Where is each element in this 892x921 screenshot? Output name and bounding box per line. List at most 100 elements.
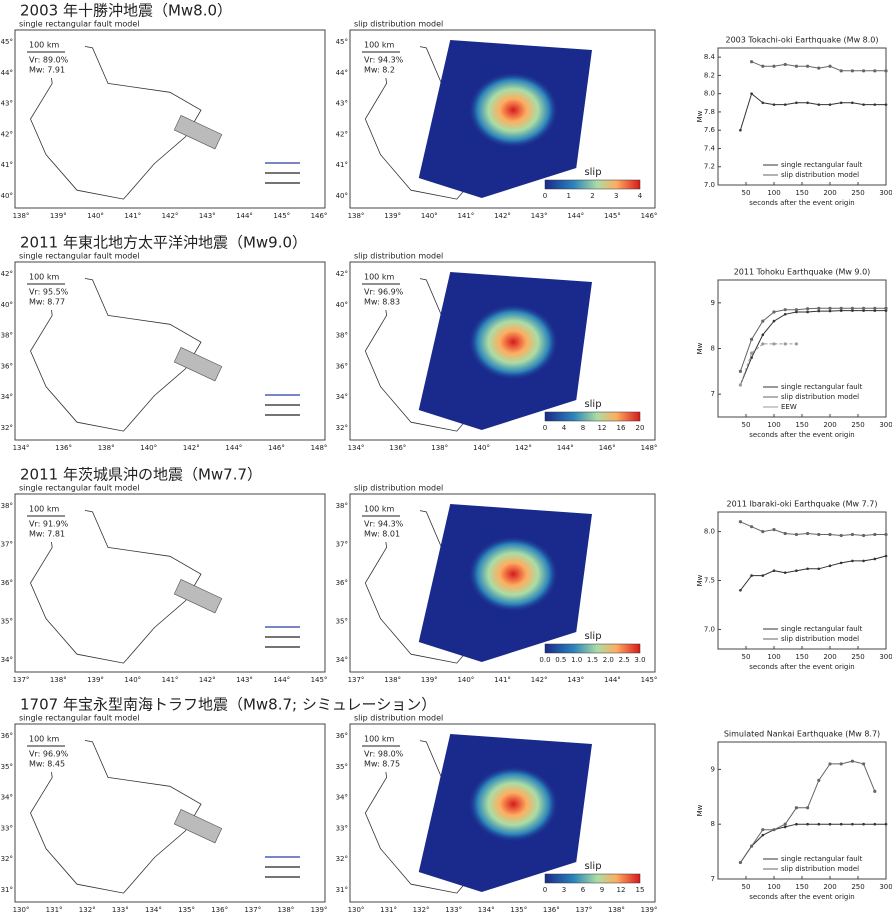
lat-label: 34° <box>1 656 13 664</box>
lat-label: 43° <box>336 100 348 108</box>
x-tick-label: 250 <box>851 883 864 891</box>
colorbar-tick: 6 <box>581 886 586 894</box>
lon-label: 131° <box>380 906 397 914</box>
fault-plane <box>173 579 223 614</box>
lon-label: 138° <box>348 212 365 220</box>
lon-label: 142° <box>494 212 511 220</box>
data-point <box>750 574 753 577</box>
data-point <box>806 822 809 826</box>
x-tick-label: 200 <box>823 421 836 429</box>
scale-label: 100 km <box>29 735 59 744</box>
data-point <box>806 806 810 810</box>
data-point <box>884 309 888 312</box>
lat-label: 31° <box>1 886 13 894</box>
y-tick-label: 8.4 <box>704 53 716 61</box>
y-axis-label: Mw <box>696 110 704 122</box>
moment-magnitude: Mw: 8.2 <box>364 66 395 75</box>
x-tick-label: 300 <box>879 883 892 891</box>
colorbar <box>544 873 641 884</box>
slip-peak <box>468 304 559 381</box>
row-title: 2003 年十勝沖地震（Mw8.0） <box>20 2 232 20</box>
data-point <box>828 103 832 106</box>
data-point <box>873 789 877 793</box>
data-point <box>806 101 809 105</box>
lon-label: 132° <box>79 906 96 914</box>
fault-plane <box>173 115 223 150</box>
y-tick-label: 7.0 <box>704 181 715 189</box>
data-point <box>806 531 810 536</box>
data-point <box>873 532 877 537</box>
data-point <box>772 828 776 832</box>
lat-label: 34° <box>336 794 348 802</box>
lat-label: 38° <box>336 502 348 510</box>
fault-plane <box>173 809 223 844</box>
lon-label: 135° <box>510 906 527 914</box>
lat-label: 44° <box>336 69 348 77</box>
x-tick-label: 200 <box>823 653 836 661</box>
lon-label: 134° <box>348 444 365 452</box>
lon-label: 137° <box>575 906 592 914</box>
lat-label: 33° <box>1 824 13 832</box>
x-tick-label: 300 <box>879 189 892 197</box>
data-point <box>761 529 765 534</box>
lon-label: 130° <box>348 906 365 914</box>
data-point <box>839 69 843 73</box>
legend-label: single rectangular fault <box>781 161 863 169</box>
panel-label: slip distribution model <box>354 252 443 261</box>
coastline <box>30 270 202 432</box>
colorbar-tick: 3 <box>562 886 566 894</box>
scale-label: 100 km <box>364 505 394 514</box>
variance-reduction: Vr: 98.0% <box>364 750 404 759</box>
data-point <box>839 762 843 766</box>
data-point <box>738 520 743 524</box>
y-tick-label: 8.2 <box>704 71 715 79</box>
lon-label: 145° <box>641 676 658 684</box>
colorbar-tick: 15 <box>636 886 645 894</box>
info-box <box>360 732 420 772</box>
y-tick-label: 7.0 <box>704 625 715 633</box>
lon-label: 144° <box>567 212 584 220</box>
lat-label: 38° <box>336 332 348 340</box>
lon-label: 130° <box>13 906 30 914</box>
lon-label: 134° <box>478 906 495 914</box>
lon-label: 139° <box>421 676 438 684</box>
moment-magnitude: Mw: 7.91 <box>29 66 65 75</box>
x-tick-label: 250 <box>851 421 864 429</box>
colorbar-tick: 12 <box>617 886 626 894</box>
lat-label: 42° <box>336 270 348 278</box>
data-point <box>761 574 765 577</box>
lat-label: 35° <box>336 618 348 626</box>
lon-label: 134° <box>13 444 30 452</box>
y-tick-label: 8.0 <box>704 90 715 98</box>
data-point <box>738 369 743 373</box>
lat-label: 35° <box>1 618 13 626</box>
info-box <box>360 502 420 542</box>
lon-label: 142° <box>531 676 548 684</box>
data-point <box>806 310 809 314</box>
series-line <box>739 92 886 131</box>
lon-label: 144° <box>225 444 242 452</box>
legend-label: slip distribution model <box>781 635 859 643</box>
data-point <box>851 559 854 563</box>
data-point <box>884 532 888 537</box>
colorbar-tick: 4 <box>638 192 643 200</box>
lon-label: 144° <box>273 676 290 684</box>
data-point <box>761 319 765 323</box>
data-point <box>884 822 888 826</box>
x-tick-label: 250 <box>851 653 864 661</box>
lon-label: 143° <box>199 212 216 220</box>
data-point <box>761 64 765 68</box>
data-point <box>761 828 765 832</box>
data-point <box>873 69 877 73</box>
colorbar <box>544 179 641 190</box>
data-point <box>750 92 753 95</box>
data-point <box>862 69 866 73</box>
lat-label: 36° <box>1 362 13 370</box>
lon-label: 140° <box>421 212 438 220</box>
legend-label: single rectangular fault <box>781 855 863 863</box>
fault-plane <box>173 347 223 382</box>
slip-peak <box>468 72 559 149</box>
data-point <box>783 342 787 346</box>
lon-label: 144° <box>604 676 621 684</box>
lat-label: 32° <box>1 424 13 432</box>
